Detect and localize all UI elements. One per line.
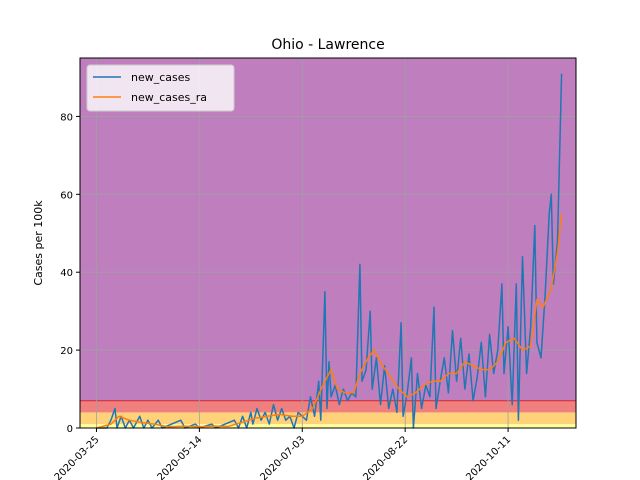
risk-band-0 bbox=[80, 424, 576, 428]
legend: new_cases new_cases_ra bbox=[86, 64, 235, 112]
risk-band-3 bbox=[80, 58, 576, 401]
x-tick-label-0: 2020-03-25 bbox=[53, 434, 102, 480]
legend-box bbox=[86, 64, 235, 112]
y-tick-label-0: 0 bbox=[67, 424, 73, 435]
y-axis-ticks: 0 20 40 60 80 bbox=[60, 112, 80, 435]
x-tick-label-1: 2020-05-14 bbox=[156, 434, 205, 480]
y-tick-label-4: 80 bbox=[60, 112, 73, 123]
series-line-new_cases_ra bbox=[96, 213, 563, 429]
y-tick-label-2: 40 bbox=[60, 268, 73, 279]
y-tick-label-1: 20 bbox=[60, 346, 73, 357]
legend-label-new_cases: new_cases bbox=[131, 71, 191, 84]
risk-bands bbox=[80, 58, 576, 428]
risk-band-1 bbox=[80, 412, 576, 425]
x-axis-ticks: 2020-03-25 2020-05-14 2020-07-03 2020-08-22… bbox=[53, 428, 513, 480]
y-tick-label-3: 60 bbox=[60, 190, 73, 201]
legend-label-new_cases_ra: new_cases_ra bbox=[131, 91, 207, 104]
x-tick-label-2: 2020-07-03 bbox=[259, 434, 308, 480]
x-tick-label-3: 2020-08-22 bbox=[361, 434, 410, 480]
chart-title: Ohio - Lawrence bbox=[271, 37, 384, 53]
plot-frame bbox=[79, 57, 577, 429]
y-axis-label: Cases per 100k bbox=[32, 200, 45, 286]
risk-band-2 bbox=[80, 400, 576, 413]
x-tick-label-4: 2020-10-11 bbox=[464, 434, 513, 480]
